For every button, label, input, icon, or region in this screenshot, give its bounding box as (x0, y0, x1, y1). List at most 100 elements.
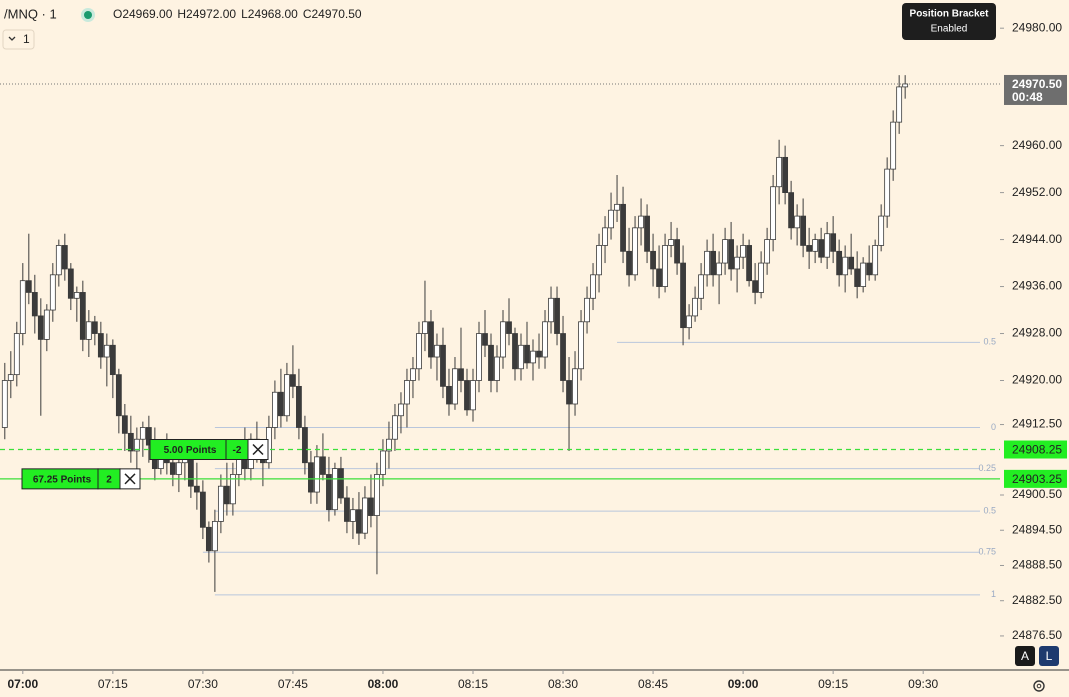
candle-body (860, 262, 867, 287)
candle-body (902, 83, 909, 88)
candle-body (422, 321, 428, 334)
candle-body (145, 427, 152, 446)
candle-body (211, 521, 218, 552)
candle-body (109, 344, 116, 376)
candle-body (374, 474, 380, 516)
interval-button[interactable] (2, 29, 35, 50)
candle-body (175, 462, 182, 475)
candle-body (205, 526, 212, 552)
candle-body (590, 274, 596, 299)
candle-body (686, 315, 692, 329)
candle-body (25, 280, 32, 293)
last-price-box (1004, 74, 1067, 105)
candle-body (446, 385, 452, 405)
candle-body (818, 239, 825, 258)
y-tick-label: 24952.00 (1012, 185, 1062, 199)
ohlc-value: L24968.00 (241, 7, 298, 21)
fib-label: 1 (991, 589, 996, 599)
candle-body (344, 497, 350, 522)
mode-button-label[interactable]: L (1046, 649, 1053, 663)
candle-body (716, 262, 722, 276)
candle-body (752, 280, 759, 293)
mode-button-label[interactable]: A (1021, 649, 1029, 663)
order-qty: 2 (106, 475, 112, 486)
candle-body (770, 186, 777, 240)
candle-body (728, 239, 734, 270)
settings-icon[interactable] (1033, 680, 1045, 692)
candle-body (458, 368, 464, 381)
candle-body (884, 168, 891, 217)
x-tick-label: 07:00 (7, 677, 38, 691)
order-price-box (1004, 440, 1067, 459)
candle-body (49, 274, 56, 311)
x-tick-label: 09:00 (728, 677, 759, 691)
fib-label: 0 (991, 422, 996, 432)
candle-body (296, 385, 302, 428)
candle-body (332, 468, 338, 511)
candle-body (734, 256, 740, 270)
order-price-label: 24908.25 (1012, 443, 1062, 457)
chevron-icon (8, 36, 16, 41)
mode-button[interactable] (1039, 646, 1059, 666)
interval-button-label[interactable]: 1 (23, 32, 30, 46)
status-dot (84, 11, 92, 19)
candle-body (320, 456, 326, 475)
candle-body (542, 321, 548, 358)
ohlc-value: C24970.50 (303, 7, 362, 21)
candle-body (644, 215, 650, 252)
candle-body (608, 209, 614, 229)
x-tick-label: 08:30 (548, 677, 578, 691)
candle-body (566, 380, 572, 405)
candle-body (812, 239, 819, 252)
candle-body (560, 333, 566, 381)
candle-body (326, 474, 332, 511)
candle-body (428, 321, 434, 358)
candle-body (572, 368, 578, 405)
candle-body (830, 233, 837, 252)
x-tick-label: 07:45 (278, 677, 308, 691)
tooltip-status: Enabled (931, 24, 968, 35)
y-tick-label: 24912.50 (1012, 417, 1062, 431)
candle-body (632, 227, 638, 276)
candle-body (668, 239, 674, 246)
x-tick-label: 08:15 (458, 677, 488, 691)
candle-body (314, 456, 320, 493)
candle-body (866, 262, 873, 276)
candle-body (37, 315, 44, 340)
mode-button[interactable] (1015, 646, 1035, 666)
x-tick-label: 09:15 (818, 677, 848, 691)
candle-body (698, 274, 704, 299)
candle-body (61, 245, 68, 270)
candle-body (115, 374, 122, 417)
x-tick-label: 07:30 (188, 677, 218, 691)
y-tick-label: 24876.50 (1012, 628, 1062, 642)
candle-body (452, 368, 458, 405)
candle-body (500, 321, 506, 358)
candle-body (602, 227, 608, 246)
candle-body (386, 438, 392, 452)
candle-body (626, 250, 632, 276)
candle-body (187, 456, 194, 487)
candle-body (97, 333, 104, 358)
candle-body (794, 215, 801, 229)
candle-body (554, 297, 560, 334)
cancel-icon (124, 473, 136, 485)
candle-body (169, 462, 176, 475)
candle-body (133, 438, 140, 452)
candle-body (416, 333, 422, 370)
candle-body (614, 203, 620, 211)
fib-label: 0.5 (983, 506, 996, 516)
candle-body (842, 256, 849, 276)
candle-body (746, 245, 752, 282)
y-tick-label: 24900.50 (1012, 487, 1062, 501)
candle-body (788, 192, 795, 229)
order-qty: -2 (233, 445, 242, 456)
candle-body (806, 245, 813, 252)
candle-body (55, 245, 62, 276)
x-tick-label: 07:15 (98, 677, 128, 691)
candle-body (79, 292, 86, 340)
candle-body (872, 245, 879, 276)
candle-body (722, 239, 728, 264)
candle-body (854, 268, 861, 287)
candle-body (368, 497, 374, 516)
